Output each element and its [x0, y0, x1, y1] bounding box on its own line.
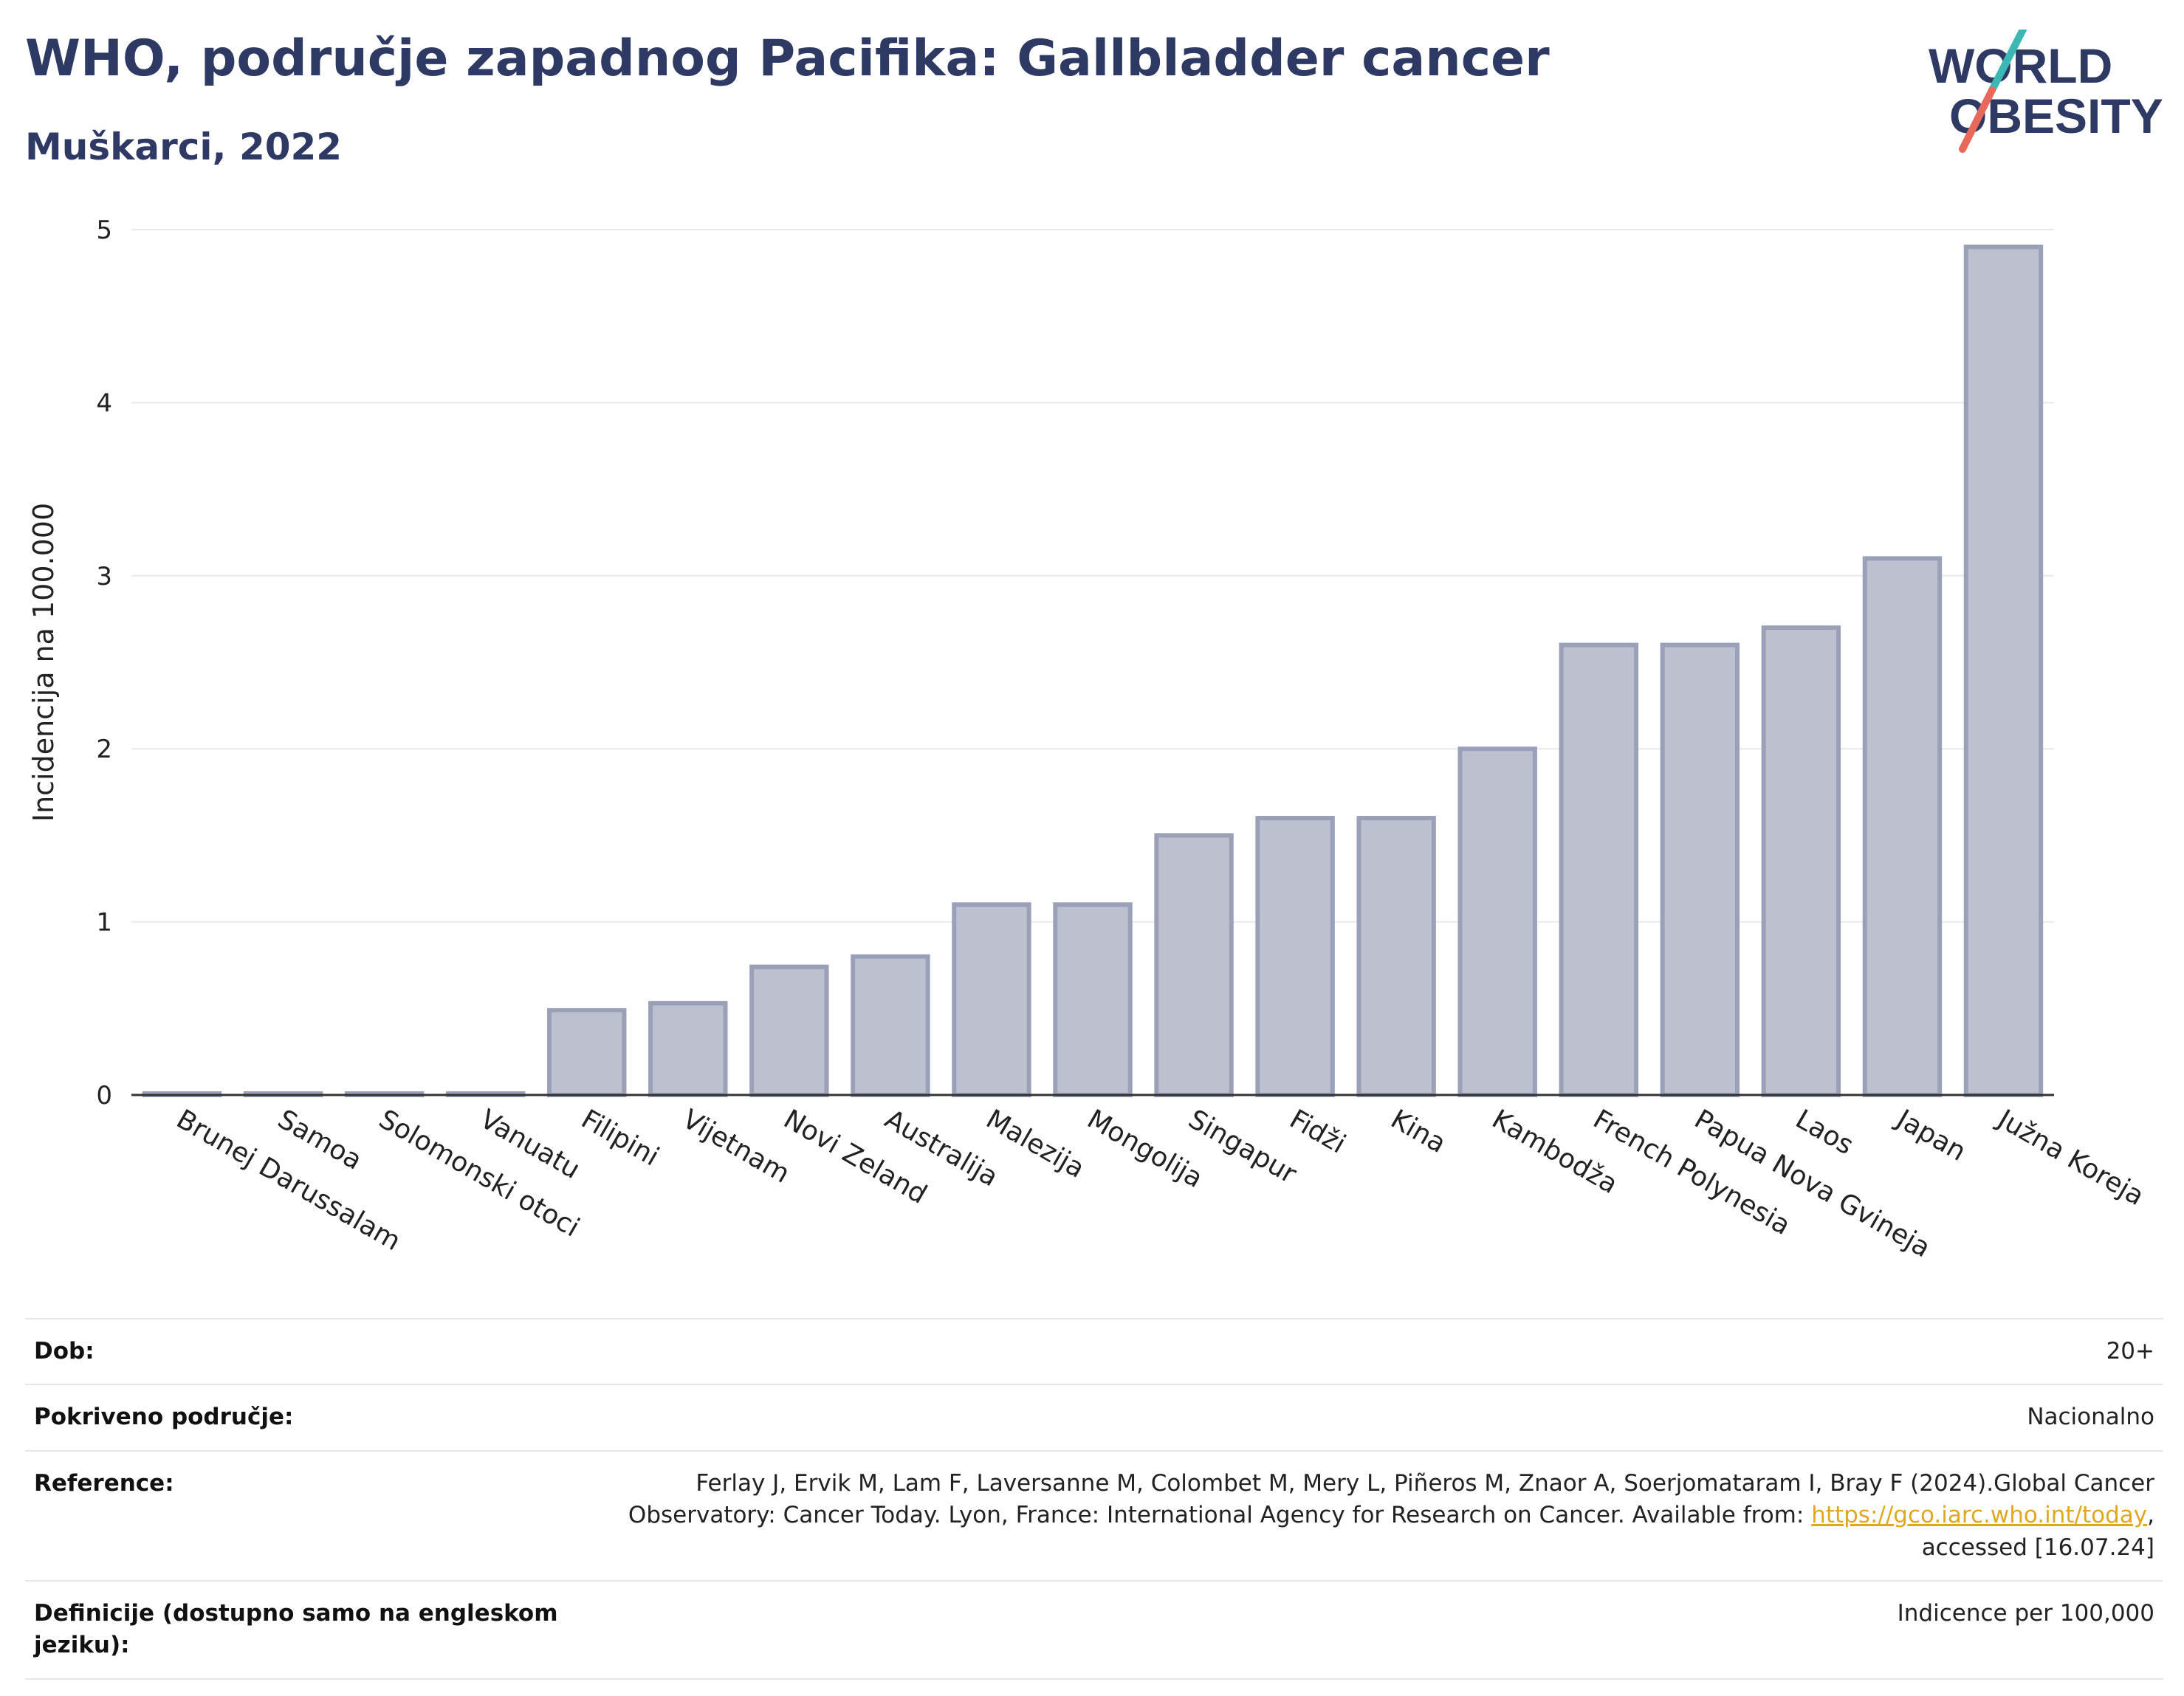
reference-suffix: , accessed [16.07.24]: [1921, 1502, 2154, 1561]
logo-line1: WORLD: [1929, 38, 2112, 93]
logo-teal-slash: [1988, 30, 2027, 94]
meta-row-coverage: Pokriveno područje: Nacionalno: [25, 1384, 2163, 1451]
x-tick-label: Japan: [1890, 1103, 1971, 1167]
y-tick-label: 5: [96, 216, 112, 245]
bar: [1154, 833, 1234, 1098]
y-tick-label: 0: [96, 1081, 112, 1110]
meta-value-reference: Ferlay J, Ervik M, Lam F, Laversanne M, …: [574, 1449, 2163, 1581]
bar: [1660, 642, 1740, 1097]
y-tick-label: 3: [96, 562, 112, 591]
bar: [1559, 642, 1638, 1097]
logo-coral-slash: [1959, 86, 1996, 153]
bar: [1356, 815, 1436, 1097]
meta-value: Nacionalno: [574, 1384, 2163, 1451]
bar: [749, 964, 829, 1097]
bar: [1457, 746, 1537, 1097]
x-tick-label: Laos: [1790, 1104, 1858, 1161]
reference-link[interactable]: https://gco.iarc.who.int/today: [1811, 1502, 2148, 1529]
bar: [1862, 556, 1943, 1097]
page-subtitle: Muškarci, 2022: [25, 126, 343, 168]
meta-row-definitions: Definicije (dostupno samo na engleskom j…: [25, 1579, 2163, 1680]
bar: [1963, 244, 2044, 1098]
meta-key: Pokriveno područje:: [25, 1384, 574, 1451]
page-title: WHO, područje zapadnog Pacifika: Gallbla…: [25, 30, 1550, 88]
meta-row-age: Dob: 20+: [25, 1317, 2163, 1385]
y-axis-label: Incidencija na 100.000: [27, 503, 60, 822]
x-tick-label: Fidži: [1285, 1104, 1351, 1159]
meta-key: Definicije (dostupno samo na engleskom j…: [25, 1579, 574, 1680]
y-tick-label: 1: [96, 908, 112, 938]
bar: [648, 1000, 728, 1097]
bar: [547, 1008, 627, 1098]
x-tick-label: Filipini: [576, 1104, 664, 1172]
bar: [1255, 815, 1335, 1097]
metadata-table: Dob: 20+ Pokriveno područje: Nacionalno …: [25, 1317, 2163, 1680]
reference-text: Ferlay J, Ervik M, Lam F, Laversanne M, …: [628, 1469, 2154, 1529]
y-tick-label: 2: [96, 735, 112, 764]
bar: [851, 954, 930, 1097]
x-tick-label: Kina: [1386, 1104, 1451, 1159]
meta-key: Reference:: [25, 1449, 574, 1581]
y-tick-label: 4: [96, 388, 112, 418]
x-tick-label: Vijetnam: [677, 1104, 794, 1189]
bar: [1761, 625, 1841, 1097]
x-tick-label: Južna Koreja: [1991, 1103, 2149, 1212]
bar: [952, 902, 1031, 1098]
meta-value: 20+: [574, 1317, 2163, 1385]
x-tick-label: Mongolija: [1082, 1104, 1208, 1194]
meta-row-reference: Reference: Ferlay J, Ervik M, Lam F, Lav…: [25, 1449, 2163, 1581]
meta-value: Indicence per 100,000: [574, 1579, 2163, 1680]
meta-key: Dob:: [25, 1317, 574, 1385]
world-obesity-logo: WORLD OBESITY: [1929, 30, 2163, 153]
bar: [1053, 902, 1133, 1098]
